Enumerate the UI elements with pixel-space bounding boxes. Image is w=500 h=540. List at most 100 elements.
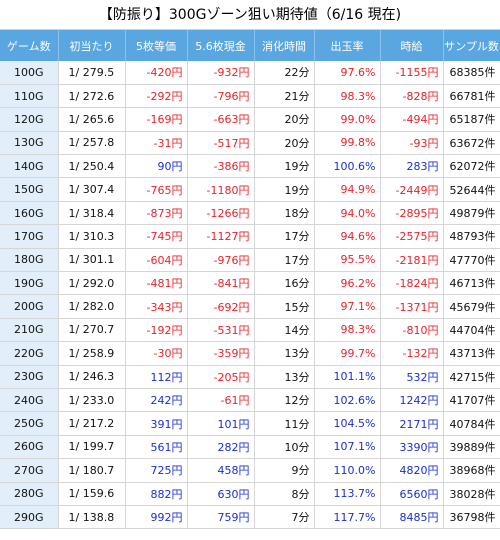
cell-samples: 40784件 [443,411,500,436]
cell-first-hit: 1/ 318.4 [58,201,126,226]
cell-first-hit: 1/ 301.1 [58,248,126,273]
cell-hourly: -494円 [380,107,444,132]
cell-samples: 45679件 [443,294,500,319]
table-row: 250G 1/ 217.2 391円 101円 11分 104.5% 2171円 40784件 [0,411,500,436]
header-time: 消化時間 [254,30,315,61]
cell-hourly: -1371円 [380,294,444,319]
expected-value-table: ゲーム数 初当たり 5枚等価 5.6枚現金 消化時間 出玉率 時給 サンプル数 … [0,30,500,530]
cell-game-count: 280G [0,482,59,506]
cell-hourly: 532円 [380,365,444,389]
table-row: 240G 1/ 233.0 242円 -61円 12分 102.6% 1242円 41707件 [0,388,500,413]
cell-time: 9分 [254,458,315,483]
table-row: 280G 1/ 159.6 882円 630円 8分 113.7% 6560円 38028件 [0,482,500,506]
cell-5-equal: -31円 [125,131,188,156]
cell-5-equal: 992円 [125,505,188,530]
cell-game-count: 210G [0,318,59,343]
cell-payout-rate: 102.6% [314,388,381,413]
cell-payout-rate: 95.5% [314,248,381,273]
cell-samples: 36798件 [443,505,500,530]
cell-payout-rate: 94.0% [314,201,381,226]
cell-time: 19分 [254,177,315,202]
table-row: 270G 1/ 180.7 725円 458円 9分 110.0% 4820円 38968件 [0,458,500,483]
cell-time: 19分 [254,154,315,179]
header-5-equal: 5枚等価 [125,30,188,61]
header-hourly: 時給 [380,30,444,61]
cell-5-6-cash: -1180円 [187,177,255,202]
cell-game-count: 290G [0,505,59,530]
cell-time: 20分 [254,131,315,156]
cell-game-count: 250G [0,411,59,436]
cell-5-equal: -292円 [125,84,188,109]
cell-first-hit: 1/ 258.9 [58,341,126,366]
table-row: 140G 1/ 250.4 90円 -386円 19分 100.6% 283円 62072件 [0,154,500,179]
header-samples: サンプル数 [443,30,500,61]
cell-payout-rate: 104.5% [314,411,381,436]
cell-game-count: 170G [0,224,59,249]
cell-samples: 39889件 [443,435,500,460]
cell-hourly: 1242円 [380,388,444,413]
cell-time: 15分 [254,294,315,319]
cell-samples: 65187件 [443,107,500,132]
cell-first-hit: 1/ 180.7 [58,458,126,483]
cell-samples: 47770件 [443,248,500,273]
cell-5-6-cash: -796円 [187,84,255,109]
cell-hourly: 283円 [380,154,444,179]
cell-first-hit: 1/ 270.7 [58,318,126,343]
cell-game-count: 100G [0,61,59,85]
cell-hourly: -2895円 [380,201,444,226]
cell-5-6-cash: -932円 [187,61,255,85]
cell-hourly: -810円 [380,318,444,343]
cell-first-hit: 1/ 282.0 [58,294,126,319]
cell-5-equal: -604円 [125,248,188,273]
cell-samples: 44704件 [443,318,500,343]
cell-5-6-cash: -517円 [187,131,255,156]
cell-hourly: -1155円 [380,61,444,85]
cell-game-count: 220G [0,341,59,366]
cell-hourly: -93円 [380,131,444,156]
cell-payout-rate: 96.2% [314,271,381,296]
cell-payout-rate: 101.1% [314,365,381,389]
cell-5-6-cash: -663円 [187,107,255,132]
cell-time: 20分 [254,107,315,132]
table-row: 120G 1/ 265.6 -169円 -663円 20分 99.0% -494円 65187… [0,107,500,132]
cell-first-hit: 1/ 217.2 [58,411,126,436]
table-row: 260G 1/ 199.7 561円 282円 10分 107.1% 3390円 39889件 [0,435,500,460]
table-row: 210G 1/ 270.7 -192円 -531円 14分 98.3% -810円 44704… [0,318,500,343]
cell-samples: 66781件 [443,84,500,109]
cell-hourly: 6560円 [380,482,444,506]
cell-samples: 42715件 [443,365,500,389]
cell-game-count: 160G [0,201,59,226]
header-payout-rate: 出玉率 [314,30,381,61]
cell-payout-rate: 110.0% [314,458,381,483]
cell-samples: 38968件 [443,458,500,483]
cell-first-hit: 1/ 159.6 [58,482,126,506]
cell-samples: 41707件 [443,388,500,413]
table-row: 220G 1/ 258.9 -30円 -359円 13分 99.7% -132円 43713件 [0,341,500,366]
cell-payout-rate: 99.8% [314,131,381,156]
cell-5-6-cash: -61円 [187,388,255,413]
cell-game-count: 130G [0,131,59,156]
cell-first-hit: 1/ 310.3 [58,224,126,249]
header-game-count: ゲーム数 [0,30,59,61]
cell-5-6-cash: -841円 [187,271,255,296]
cell-time: 16分 [254,271,315,296]
cell-payout-rate: 97.6% [314,61,381,85]
cell-5-6-cash: 759円 [187,505,255,530]
cell-samples: 43713件 [443,341,500,366]
cell-5-equal: 561円 [125,435,188,460]
cell-hourly: -2449円 [380,177,444,202]
cell-time: 17分 [254,248,315,273]
cell-5-equal: -481円 [125,271,188,296]
cell-payout-rate: 98.3% [314,318,381,343]
cell-5-equal: 242円 [125,388,188,413]
cell-hourly: -132円 [380,341,444,366]
cell-game-count: 230G [0,365,59,389]
cell-5-equal: -765円 [125,177,188,202]
cell-game-count: 270G [0,458,59,483]
cell-first-hit: 1/ 257.8 [58,131,126,156]
cell-payout-rate: 94.9% [314,177,381,202]
cell-time: 22分 [254,61,315,85]
header-row: ゲーム数 初当たり 5枚等価 5.6枚現金 消化時間 出玉率 時給 サンプル数 [0,30,500,61]
header-5-6-cash: 5.6枚現金 [187,30,255,61]
table-row: 230G 1/ 246.3 112円 -205円 13分 101.1% 532円 42715件 [0,365,500,389]
